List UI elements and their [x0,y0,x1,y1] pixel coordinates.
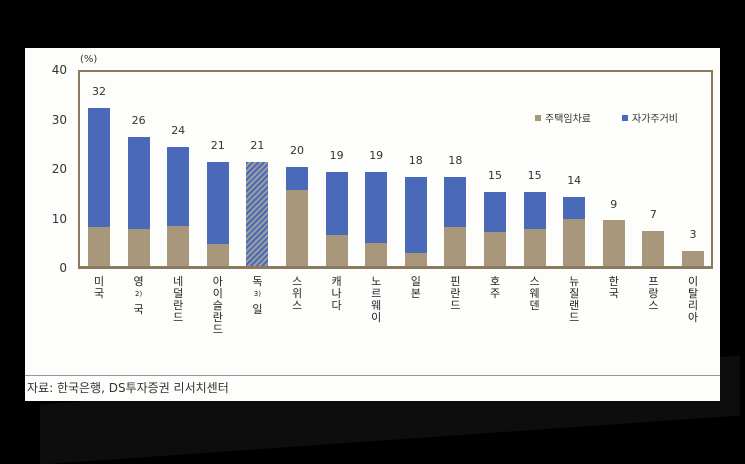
value-label: 3 [689,228,697,242]
bar-일본 [404,176,427,266]
rent-segment [365,243,388,266]
divider [25,375,720,376]
value-label: 21 [250,139,265,153]
bar-스웨덴 [523,191,546,266]
bar-프랑스 [642,231,665,266]
value-label: 9 [610,198,618,212]
x-label: 독3) 일 [252,275,263,316]
owner-segment [365,171,388,244]
value-label: 18 [408,153,423,167]
bar-네덜란드 [167,147,190,266]
rent-segment [127,229,150,266]
bar-아이슬란드 [206,162,229,266]
owner-segment [206,162,229,245]
rent-segment [167,226,190,266]
rent-segment [88,227,110,266]
owner-segment [127,137,150,230]
x-label: 영2) 국 [133,275,144,316]
rent-segment [444,227,467,266]
owner-segment [484,191,506,233]
rent-segment [484,232,506,266]
value-label: 14 [567,173,582,187]
y-tick: 10 [51,211,67,226]
bar-뉴질랜드 [563,196,586,266]
value-label: 19 [329,148,344,162]
owner-segment [167,147,190,227]
value-label: 18 [448,153,463,167]
owner-segment [523,191,546,230]
rent-segment [563,219,586,266]
value-label: 15 [527,168,542,182]
plot-area: 주택임차료 자가주거비 32 26 24 21 21 20 19 19 18 18 15 15 14 9 7… [78,70,713,269]
value-label: 19 [369,148,384,162]
rent-swatch [535,114,541,121]
y-tick: 30 [51,112,67,127]
rent-segment [602,219,625,266]
owner-swatch [622,114,628,121]
chart-card: (%) 0 10 20 30 40 주택임차료 자가주거비 32 26 24 21 21 20 19… [25,48,720,401]
bar-이탈리아 [682,251,704,266]
source-note: 자료: 한국은행, DS투자증권 리서치센터 [27,381,229,395]
value-label: 26 [131,114,146,128]
value-label: 20 [290,144,304,157]
value-label: 15 [488,168,502,182]
rent-segment [523,229,546,266]
bar-핀란드 [444,176,467,266]
legend-rent: 주택임차료 [535,110,591,125]
unit-label: (%) [80,54,98,65]
bar-영국 [127,137,150,266]
bar-캐나다 [325,171,348,266]
value-label: 21 [210,139,225,153]
owner-segment [286,167,308,190]
owner-segment [563,196,586,220]
owner-segment [404,176,427,254]
bar-독일 [246,162,269,266]
value-label: 32 [92,84,106,98]
legend-owner: 자가주거비 [622,110,678,125]
owner-segment [325,171,348,236]
rent-segment [206,244,229,266]
bar-미국 [88,107,110,266]
rent-segment [286,189,308,266]
bar-한국 [602,219,625,266]
bar-스위스 [286,167,308,266]
value-label: 24 [171,124,186,138]
hatched-segment [246,162,269,266]
bar-호주 [484,191,506,266]
rent-segment [325,235,348,266]
rent-segment [404,253,427,266]
owner-segment [88,107,110,228]
y-tick: 20 [51,162,67,176]
value-label: 7 [649,208,657,222]
y-tick: 40 [51,63,67,77]
owner-segment [444,176,467,228]
bar-노르웨이 [365,171,388,266]
rent-segment [682,251,704,266]
y-tick: 0 [59,261,67,275]
rent-segment [642,231,665,266]
